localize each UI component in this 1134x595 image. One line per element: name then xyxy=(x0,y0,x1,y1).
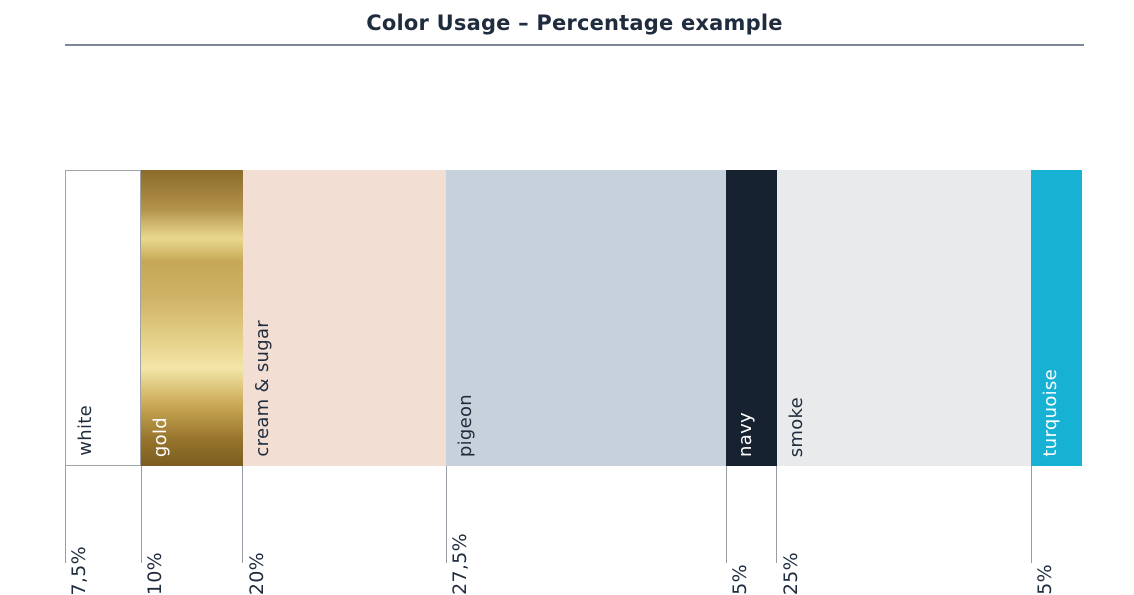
bar-segment-turquoise: turquoise xyxy=(1031,170,1082,466)
bar-segment-pigeon: pigeon xyxy=(446,170,727,466)
bar-segment-cream-sugar: cream & sugar xyxy=(242,170,447,466)
bar-segment-label: smoke xyxy=(785,396,807,457)
percent-cell-cream-sugar: 20% xyxy=(242,466,446,595)
bar-segment-label: navy xyxy=(735,412,757,457)
percent-row: 7,5% 10% 20% 27,5% 5% 25% 5% xyxy=(64,466,1082,595)
percent-cell-smoke: 25% xyxy=(776,466,1031,595)
percent-label: 10% xyxy=(144,551,167,595)
percent-cell-pigeon: 27,5% xyxy=(445,466,726,595)
percent-label: 5% xyxy=(1034,564,1057,595)
percent-cell-gold: 10% xyxy=(140,466,243,595)
bar-segment-smoke: smoke xyxy=(776,170,1032,466)
percent-label: 20% xyxy=(245,551,268,595)
percent-label: 25% xyxy=(779,551,802,595)
title-underline xyxy=(65,44,1084,46)
bar-segment-gold: gold xyxy=(141,170,243,466)
bar-segment-navy: navy xyxy=(726,170,777,466)
bar-segment-label: pigeon xyxy=(455,393,477,457)
percent-cell-navy: 5% xyxy=(725,466,777,595)
stacked-bar: white gold cream & sugar pigeon navy smoke tur… xyxy=(65,170,1082,466)
bar-segment-label: gold xyxy=(150,416,172,457)
bar-segment-white: white xyxy=(65,170,142,466)
percent-label: 5% xyxy=(729,564,752,595)
percent-label: 7,5% xyxy=(68,545,90,595)
bar-segment-label: cream & sugar xyxy=(251,320,273,457)
percent-cell-turquoise: 5% xyxy=(1030,466,1082,595)
chart-title: Color Usage – Percentage example xyxy=(366,11,783,35)
percent-cell-white: 7,5% xyxy=(64,466,141,595)
bar-segment-label: white xyxy=(75,405,96,456)
bar-segment-label: turquoise xyxy=(1040,369,1062,457)
